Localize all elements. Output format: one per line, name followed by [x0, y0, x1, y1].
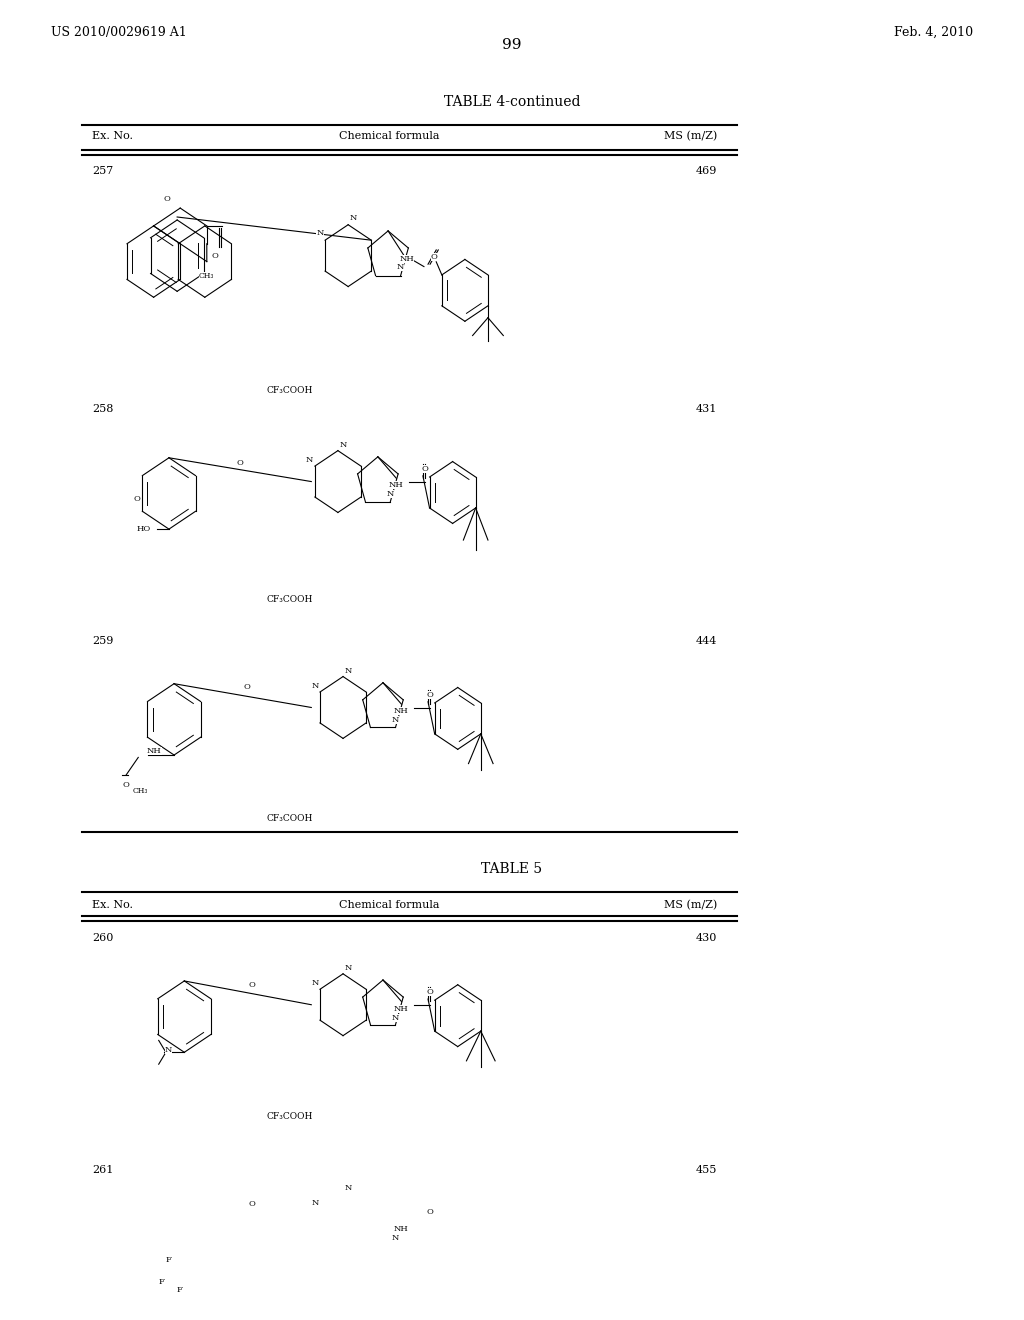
- Text: N: N: [311, 1200, 318, 1208]
- Text: O: O: [123, 780, 129, 789]
- Text: O: O: [427, 987, 433, 995]
- Text: Ex. No.: Ex. No.: [92, 131, 133, 141]
- Text: N: N: [397, 263, 404, 272]
- Text: CF₃COOH: CF₃COOH: [266, 594, 312, 603]
- Text: O: O: [427, 690, 433, 698]
- Text: N: N: [392, 1014, 399, 1022]
- Text: N: N: [392, 1234, 399, 1242]
- Text: N: N: [349, 214, 357, 222]
- Text: N: N: [339, 441, 347, 449]
- Text: NH: NH: [394, 1005, 409, 1012]
- Text: NH: NH: [147, 747, 162, 755]
- Text: NH: NH: [394, 1225, 409, 1233]
- Text: O: O: [249, 981, 256, 989]
- Text: O: O: [212, 252, 218, 260]
- Text: F: F: [176, 1286, 182, 1294]
- Text: Chemical formula: Chemical formula: [339, 900, 439, 909]
- Text: 258: 258: [92, 404, 114, 414]
- Text: CH₃: CH₃: [199, 272, 214, 280]
- Text: 455: 455: [695, 1166, 717, 1175]
- Text: 99: 99: [502, 38, 522, 51]
- Text: Chemical formula: Chemical formula: [339, 131, 439, 141]
- Text: N: N: [311, 682, 318, 690]
- Text: Ex. No.: Ex. No.: [92, 900, 133, 909]
- Text: O: O: [237, 458, 244, 466]
- Text: US 2010/0029619 A1: US 2010/0029619 A1: [51, 26, 187, 40]
- Text: 259: 259: [92, 636, 114, 645]
- Text: 261: 261: [92, 1166, 114, 1175]
- Text: N: N: [165, 1045, 172, 1053]
- Text: N: N: [344, 1184, 352, 1192]
- Text: 257: 257: [92, 166, 114, 177]
- Text: MS (m/Z): MS (m/Z): [664, 131, 717, 141]
- Text: O: O: [134, 495, 140, 503]
- Text: F: F: [159, 1278, 165, 1286]
- Text: F: F: [166, 1257, 172, 1265]
- Text: 469: 469: [695, 166, 717, 177]
- Text: O: O: [249, 1200, 256, 1209]
- Text: N: N: [311, 979, 318, 987]
- Text: N: N: [392, 717, 399, 725]
- Text: CF₃COOH: CF₃COOH: [266, 387, 312, 396]
- Text: CH₃: CH₃: [132, 787, 148, 795]
- Text: N: N: [344, 667, 352, 675]
- Text: 260: 260: [92, 933, 114, 944]
- Text: O: O: [431, 253, 437, 261]
- Text: NH: NH: [399, 256, 414, 264]
- Text: 431: 431: [695, 404, 717, 414]
- Text: NH: NH: [394, 708, 409, 715]
- Text: TABLE 4-continued: TABLE 4-continued: [443, 95, 581, 110]
- Text: CF₃COOH: CF₃COOH: [266, 1111, 312, 1121]
- Text: 444: 444: [695, 636, 717, 645]
- Text: O: O: [427, 1208, 433, 1216]
- Text: CF₃COOH: CF₃COOH: [266, 814, 312, 824]
- Text: N: N: [316, 230, 324, 238]
- Text: N: N: [387, 491, 394, 499]
- Text: 430: 430: [695, 933, 717, 944]
- Text: N: N: [344, 964, 352, 972]
- Text: NH: NH: [389, 482, 403, 490]
- Text: HO: HO: [136, 525, 151, 533]
- Text: O: O: [164, 195, 170, 203]
- Text: Feb. 4, 2010: Feb. 4, 2010: [894, 26, 973, 40]
- Text: MS (m/Z): MS (m/Z): [664, 900, 717, 911]
- Text: N: N: [306, 457, 313, 465]
- Text: O: O: [244, 684, 251, 692]
- Text: O: O: [422, 465, 428, 473]
- Text: TABLE 5: TABLE 5: [481, 862, 543, 876]
